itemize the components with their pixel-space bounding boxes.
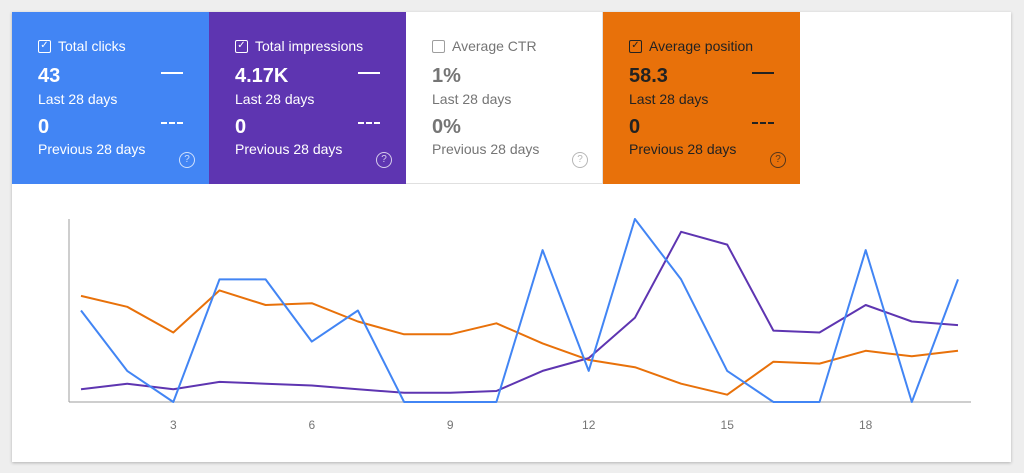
performance-card: ✓ Total clicks 43 Last 28 days 0 Previou… [12,12,1011,462]
series-line-2 [80,289,959,396]
x-tick-label: 3 [170,418,177,432]
metric-header: ✓ Total impressions [235,38,363,54]
help-circle-icon[interactable]: ? [376,152,392,168]
metric-period: Last 28 days [38,91,118,107]
metric-label: Average position [649,38,754,54]
metric-prev-period: Previous 28 days [432,141,540,157]
help-circle-icon[interactable]: ? [572,152,588,168]
solid-line-legend-icon [358,72,380,74]
metric-prev-period: Previous 28 days [38,141,146,157]
x-tick-label: 15 [721,418,735,432]
metric-tabs: ✓ Total clicks 43 Last 28 days 0 Previou… [12,12,800,184]
metric-header: ✓ Total clicks [38,38,126,54]
solid-line-legend-icon [752,72,774,74]
x-tick-label: 9 [447,418,454,432]
metric-header: ✓ Average position [629,38,753,54]
x-tick-label: 18 [859,418,873,432]
metric-period: Last 28 days [629,91,709,107]
solid-line-legend-icon [161,72,183,74]
metric-prev-value: 0 [629,116,641,138]
performance-line-chart[interactable]: 3 6 9 12 15 18 [12,184,1011,462]
check-icon[interactable]: ✓ [38,39,51,53]
help-circle-icon[interactable]: ? [770,152,786,168]
metric-total-impressions[interactable]: ✓ Total impressions 4.17K Last 28 days 0… [209,12,406,184]
metric-average-position[interactable]: ✓ Average position 58.3 Last 28 days 0 P… [603,12,800,184]
metric-header: Average CTR [432,38,537,54]
series-line-0 [80,218,959,403]
dashed-line-legend-icon [161,122,183,124]
dashed-line-legend-icon [752,122,774,124]
check-icon[interactable]: ✓ [629,39,642,53]
check-icon[interactable]: ✓ [235,39,248,53]
x-tick-label: 6 [308,418,315,432]
metric-value: 43 [38,65,61,87]
metric-label: Total impressions [255,38,364,54]
series-line-1 [80,230,959,394]
metric-average-ctr[interactable]: Average CTR 1% Last 28 days 0% Previous … [406,12,603,184]
metric-prev-value: 0 [38,116,50,138]
metric-prev-value: 0% [432,116,461,138]
metric-prev-value: 0 [235,116,247,138]
metric-prev-period: Previous 28 days [235,141,343,157]
metric-total-clicks[interactable]: ✓ Total clicks 43 Last 28 days 0 Previou… [12,12,209,184]
metric-label: Average CTR [452,38,537,54]
metric-value: 4.17K [235,65,289,87]
metric-value: 1% [432,65,461,87]
x-tick-label: 12 [582,418,596,432]
metric-prev-period: Previous 28 days [629,141,737,157]
checkbox-unchecked-icon[interactable] [432,39,445,53]
metric-period: Last 28 days [235,91,315,107]
metric-label: Total clicks [58,38,126,54]
dashed-line-legend-icon [358,122,380,124]
metric-value: 58.3 [629,65,668,87]
metric-period: Last 28 days [432,91,512,107]
help-circle-icon[interactable]: ? [179,152,195,168]
